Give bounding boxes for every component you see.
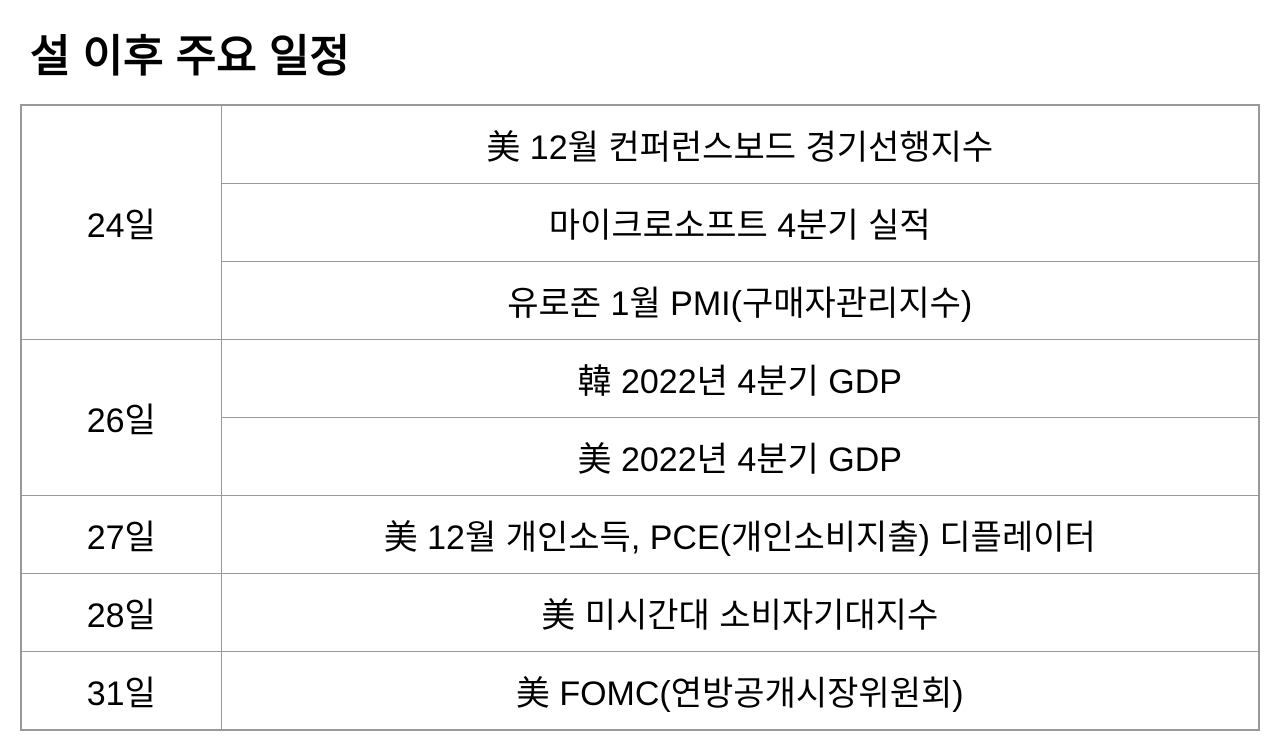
event-cell: 美 FOMC(연방공개시장위원회) [221,652,1259,731]
event-cell: 美 12월 개인소득, PCE(개인소비지출) 디플레이터 [221,496,1259,574]
schedule-table: 24일 美 12월 컨퍼런스보드 경기선행지수 마이크로소프트 4분기 실적 유… [20,104,1260,731]
event-cell: 美 12월 컨퍼런스보드 경기선행지수 [221,105,1259,184]
table-row: 24일 美 12월 컨퍼런스보드 경기선행지수 [21,105,1259,184]
event-cell: 韓 2022년 4분기 GDP [221,340,1259,418]
table-row: 31일 美 FOMC(연방공개시장위원회) [21,652,1259,731]
event-cell: 美 2022년 4분기 GDP [221,418,1259,496]
page-title: 설 이후 주요 일정 [20,20,1260,84]
event-cell: 유로존 1월 PMI(구매자관리지수) [221,262,1259,340]
date-cell: 24일 [21,105,221,340]
table-row: 27일 美 12월 개인소득, PCE(개인소비지출) 디플레이터 [21,496,1259,574]
date-cell: 31일 [21,652,221,731]
date-cell: 26일 [21,340,221,496]
table-row: 26일 韓 2022년 4분기 GDP [21,340,1259,418]
table-row: 28일 美 미시간대 소비자기대지수 [21,574,1259,652]
event-cell: 마이크로소프트 4분기 실적 [221,184,1259,262]
event-cell: 美 미시간대 소비자기대지수 [221,574,1259,652]
date-cell: 27일 [21,496,221,574]
date-cell: 28일 [21,574,221,652]
